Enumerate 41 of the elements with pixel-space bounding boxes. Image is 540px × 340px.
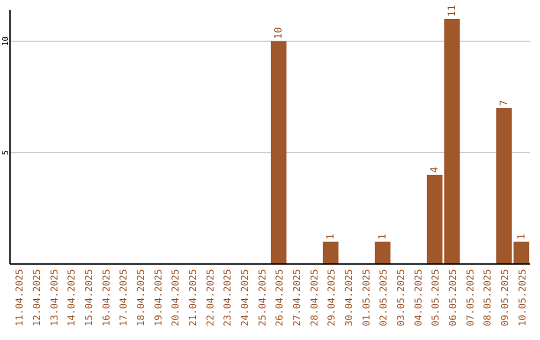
bar	[270, 41, 286, 264]
data-label: 1	[326, 234, 337, 240]
x-tick-label: 29.04.2025	[326, 269, 338, 326]
x-tick-label: 19.04.2025	[153, 269, 164, 326]
x-tick-label: 17.04.2025	[118, 269, 130, 326]
x-tick-label: 25.04.2025	[257, 269, 268, 326]
data-label: 4	[430, 166, 441, 173]
x-tick-label: 18.04.2025	[136, 269, 147, 326]
x-tick-label: 30.04.2025	[344, 269, 355, 326]
x-tick-label: 16.04.2025	[101, 269, 112, 326]
x-tick-label: 28.04.2025	[309, 269, 320, 326]
x-tick-label: 06.05.2025	[448, 269, 459, 326]
x-tick-label: 13.04.2025	[49, 269, 60, 326]
x-tick-label: 03.05.2025	[396, 269, 407, 326]
data-label: 7	[499, 100, 510, 106]
x-tick-label: 04.05.2025	[413, 269, 424, 326]
x-tick-label: 14.04.2025	[66, 269, 78, 326]
x-tick-label: 09.05.2025	[500, 269, 511, 326]
x-tick-label: 02.05.2025	[378, 269, 390, 326]
x-tick-label: 07.05.2025	[465, 269, 476, 326]
y-tick-label: 5	[1, 150, 10, 156]
data-label: 1	[378, 234, 389, 240]
bar	[374, 242, 390, 264]
bar	[322, 242, 338, 264]
x-tick-label: 23.04.2025	[222, 269, 234, 326]
x-tick-label: 05.05.2025	[430, 269, 442, 326]
x-tick-label: 21.04.2025	[188, 269, 199, 326]
data-label: 1	[516, 234, 528, 240]
x-tick-label: 24.04.2025	[240, 269, 251, 326]
x-tick-label: 15.04.2025	[84, 269, 95, 326]
x-tick-label: 20.04.2025	[170, 269, 182, 326]
x-tick-label: 08.05.2025	[482, 269, 494, 326]
data-label: 10	[274, 27, 285, 40]
x-tick-label: 22.04.2025	[205, 269, 216, 326]
x-tick-label: 01.05.2025	[361, 269, 372, 326]
x-tick-label: 10.05.2025	[517, 269, 528, 326]
x-tick-label: 11.04.2025	[14, 269, 26, 326]
x-tick-label: 12.04.2025	[32, 269, 43, 326]
data-label: 11	[447, 4, 458, 17]
x-tick-label: 27.04.2025	[292, 269, 303, 326]
x-tick-label: 26.04.2025	[274, 269, 286, 326]
